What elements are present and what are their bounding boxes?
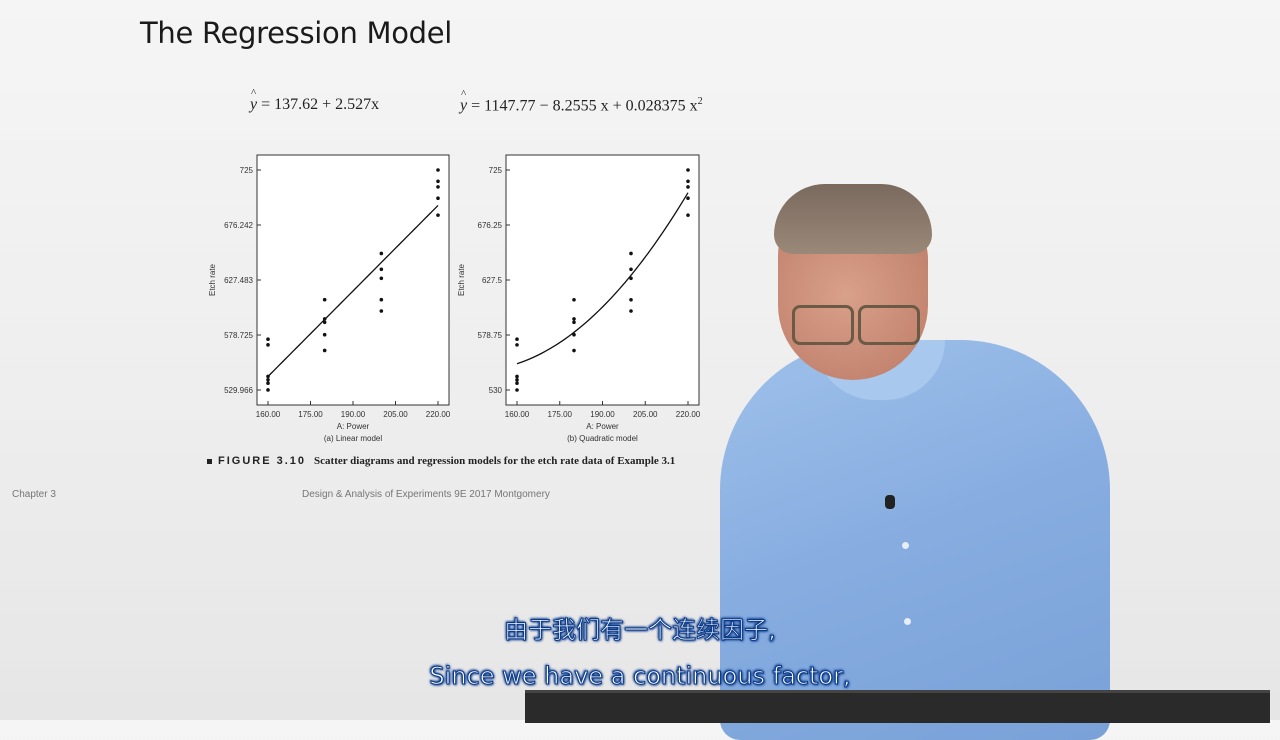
data-point bbox=[436, 179, 440, 184]
linear-equation-rhs: = 137.62 + 2.527x bbox=[257, 96, 380, 113]
y-tick-label: 725 bbox=[489, 166, 503, 175]
data-point bbox=[379, 267, 384, 272]
glasses-lens-left bbox=[792, 305, 854, 345]
quadratic-fit-line bbox=[516, 192, 689, 365]
y-tick-label: 725 bbox=[240, 166, 254, 175]
data-point bbox=[266, 381, 270, 385]
presenter bbox=[710, 184, 1130, 740]
data-point bbox=[266, 337, 270, 342]
quadratic-exponent: 2 bbox=[697, 96, 703, 107]
data-point bbox=[266, 378, 270, 382]
x-tick-label: 160.00 bbox=[256, 410, 281, 419]
quadratic-equation: y = 1147.77 − 8.2555 x + 0.028375 x2 bbox=[460, 88, 703, 115]
linear-equation: y = 137.62 + 2.527x bbox=[250, 87, 380, 114]
caption-bullet bbox=[207, 458, 212, 464]
x-tick-label: 190.00 bbox=[341, 410, 366, 419]
y-tick-label: 627.5 bbox=[482, 276, 503, 285]
y-tick-label: 578.725 bbox=[224, 331, 253, 340]
subtitle-chinese: 由于我们有一个连续因子, bbox=[504, 616, 777, 645]
data-point bbox=[322, 297, 327, 302]
shirt-button bbox=[904, 618, 911, 625]
data-point bbox=[379, 309, 384, 313]
y-hat-symbol: y bbox=[460, 88, 467, 115]
y-tick-label: 676.242 bbox=[224, 221, 253, 230]
data-point bbox=[379, 251, 384, 256]
glasses-lens-right bbox=[858, 305, 920, 345]
chart-caption: (a) Linear model bbox=[324, 434, 382, 443]
x-axis-label: A: Power bbox=[586, 422, 619, 431]
data-point bbox=[515, 343, 519, 347]
data-point bbox=[436, 213, 440, 217]
quadratic-equation-rhs: = 1147.77 − 8.2555 x + 0.028375 x bbox=[467, 97, 698, 115]
data-point bbox=[436, 196, 440, 201]
data-point bbox=[572, 320, 576, 325]
x-tick-label: 190.00 bbox=[590, 410, 615, 419]
data-point bbox=[686, 185, 690, 189]
figure-caption: FIGURE 3.10 Scatter diagrams and regressi… bbox=[207, 455, 675, 467]
data-point bbox=[686, 168, 690, 172]
data-point bbox=[515, 381, 519, 386]
podium bbox=[525, 690, 1270, 723]
data-point bbox=[629, 309, 633, 313]
x-tick-label: 175.00 bbox=[548, 410, 573, 419]
footer-book-title: Design & Analysis of Experiments 9E 2017… bbox=[302, 489, 550, 500]
x-tick-label: 205.00 bbox=[633, 410, 658, 419]
y-hat-symbol: y bbox=[250, 87, 257, 114]
scatter-chart-linear: 529.966 578.725 627.483 676.242 725 160.00 175… bbox=[208, 154, 451, 443]
data-point bbox=[436, 185, 440, 189]
footer-chapter: Chapter 3 bbox=[12, 489, 56, 500]
x-tick-label: 160.00 bbox=[505, 410, 530, 419]
presenter-shirt bbox=[720, 340, 1110, 740]
data-point bbox=[629, 251, 633, 256]
y-tick-label: 578.75 bbox=[478, 331, 503, 340]
figure-number: FIGURE 3.10 bbox=[218, 455, 307, 467]
lapel-mic-icon bbox=[885, 495, 895, 509]
plot-frame bbox=[256, 154, 450, 406]
chart-caption: (b) Quadratic model bbox=[567, 434, 638, 443]
data-point bbox=[515, 378, 519, 382]
data-point bbox=[572, 317, 576, 321]
data-point bbox=[322, 348, 327, 353]
data-point bbox=[686, 213, 690, 217]
data-point bbox=[515, 388, 519, 392]
data-point bbox=[436, 168, 440, 172]
data-point bbox=[266, 343, 270, 347]
charts-canvas: 529.966 578.725 627.483 676.242 725 160.00 175… bbox=[208, 154, 701, 443]
data-point bbox=[572, 297, 576, 302]
figure-caption-text: Scatter diagrams and regression models f… bbox=[314, 455, 676, 467]
data-point bbox=[629, 267, 633, 272]
data-point bbox=[379, 297, 384, 302]
data-point bbox=[379, 276, 384, 281]
y-axis-label: Etch rate bbox=[208, 263, 217, 296]
data-point bbox=[322, 320, 327, 325]
linear-fit-line bbox=[267, 205, 439, 377]
x-tick-label: 205.00 bbox=[383, 410, 408, 419]
x-tick-label: 175.00 bbox=[298, 410, 323, 419]
data-point bbox=[686, 179, 690, 184]
data-point bbox=[686, 196, 690, 201]
x-axis-label: A: Power bbox=[337, 422, 370, 431]
y-axis-label: Etch rate bbox=[457, 263, 466, 296]
x-tick-label: 220.00 bbox=[426, 410, 451, 419]
y-tick-label: 676.25 bbox=[478, 221, 503, 230]
data-point bbox=[629, 297, 633, 302]
data-point bbox=[572, 332, 576, 337]
data-point bbox=[266, 388, 270, 392]
scatter-chart-quadratic: 530 578.75 627.5 676.25 725 160.00 175.00 190.0… bbox=[457, 154, 701, 443]
y-tick-label: 530 bbox=[489, 386, 503, 395]
slide-title: The Regression Model bbox=[140, 16, 453, 50]
data-point bbox=[572, 348, 576, 353]
data-point bbox=[515, 337, 519, 342]
subtitle-english: Since we have a continuous factor, bbox=[429, 662, 851, 691]
y-tick-label: 529.966 bbox=[224, 386, 253, 395]
y-tick-label: 627.483 bbox=[224, 276, 253, 285]
data-point bbox=[515, 374, 519, 379]
x-tick-label: 220.00 bbox=[676, 410, 701, 419]
data-point bbox=[322, 332, 327, 337]
presenter-hair bbox=[774, 184, 932, 254]
presenter-glasses bbox=[792, 305, 922, 345]
plot-frame bbox=[505, 154, 700, 406]
shirt-button bbox=[902, 542, 909, 549]
